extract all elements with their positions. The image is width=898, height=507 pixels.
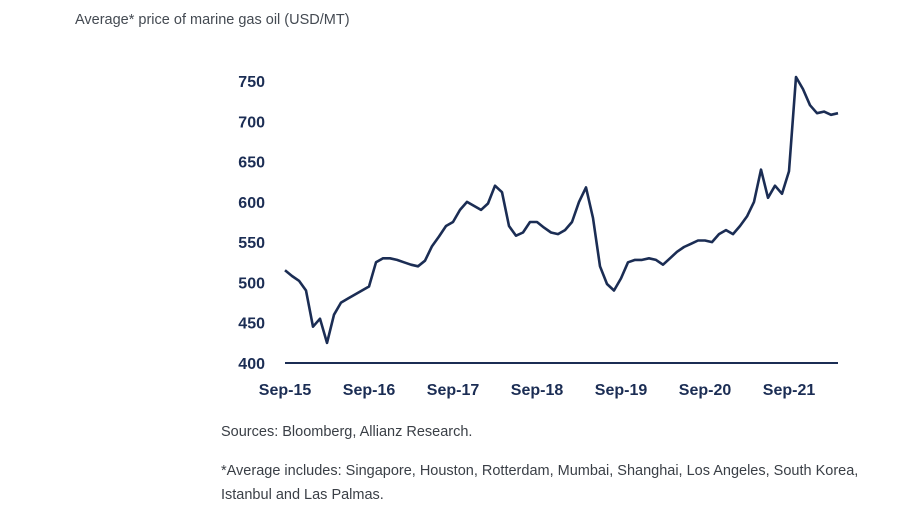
y-tick-label: 500 — [238, 275, 265, 292]
y-tick-label: 650 — [238, 155, 265, 172]
x-tick-label: Sep-17 — [427, 382, 480, 399]
price-series-line — [284, 75, 839, 345]
y-tick-label: 450 — [238, 316, 265, 333]
x-tick-label: Sep-20 — [679, 382, 732, 399]
y-tick-label: 400 — [238, 356, 265, 373]
y-tick-label: 600 — [238, 195, 265, 212]
x-tick-label: Sep-15 — [259, 382, 312, 399]
chart-title: Average* price of marine gas oil (USD/MT… — [75, 12, 350, 28]
average-footnote: *Average includes: Singapore, Houston, R… — [221, 463, 859, 503]
x-tick-label: Sep-16 — [343, 382, 396, 399]
y-tick-label: 750 — [238, 74, 265, 91]
x-axis-ticks: Sep-15 Sep-16 Sep-17 Sep-18 Sep-19 Sep-20 Sep-… — [259, 382, 816, 399]
sources-note: Sources: Bloomberg, Allianz Research. — [221, 424, 473, 440]
x-tick-label: Sep-21 — [763, 382, 816, 399]
y-tick-label: 700 — [238, 114, 265, 131]
x-tick-label: Sep-19 — [595, 382, 648, 399]
y-tick-label: 550 — [238, 235, 265, 252]
y-axis-ticks: 400 450 500 550 600 650 700 750 — [238, 74, 265, 373]
x-tick-label: Sep-18 — [511, 382, 564, 399]
